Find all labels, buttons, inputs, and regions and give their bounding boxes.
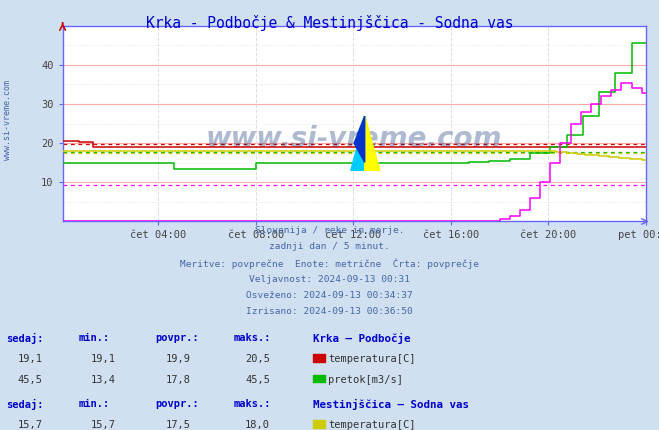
Text: povpr.:: povpr.: [155,333,198,343]
Text: 45,5: 45,5 [245,375,270,384]
Text: sedaj:: sedaj: [7,333,44,344]
Text: Veljavnost: 2024-09-13 00:31: Veljavnost: 2024-09-13 00:31 [249,275,410,284]
Text: temperatura[C]: temperatura[C] [328,354,416,364]
Text: 19,1: 19,1 [90,354,115,364]
Text: 19,9: 19,9 [166,354,191,364]
Text: maks.:: maks.: [234,333,272,343]
Polygon shape [364,116,380,171]
Text: Krka - Podbočje & Mestinjščica - Sodna vas: Krka - Podbočje & Mestinjščica - Sodna v… [146,15,513,31]
Text: Mestinjščica – Sodna vas: Mestinjščica – Sodna vas [313,399,469,410]
Text: Izrisano: 2024-09-13 00:36:50: Izrisano: 2024-09-13 00:36:50 [246,307,413,316]
Polygon shape [354,116,364,163]
Text: pretok[m3/s]: pretok[m3/s] [328,375,403,384]
Text: www.si-vreme.com: www.si-vreme.com [3,80,13,160]
Text: www.si-vreme.com: www.si-vreme.com [206,125,502,153]
Text: 20,5: 20,5 [245,354,270,364]
Text: 17,8: 17,8 [166,375,191,384]
Text: Slovenija / reke in morje.: Slovenija / reke in morje. [255,226,404,235]
Text: Osveženo: 2024-09-13 00:34:37: Osveženo: 2024-09-13 00:34:37 [246,291,413,300]
Text: 15,7: 15,7 [90,420,115,430]
Text: maks.:: maks.: [234,399,272,409]
Text: 15,7: 15,7 [18,420,43,430]
Text: povpr.:: povpr.: [155,399,198,409]
Text: sedaj:: sedaj: [7,399,44,410]
Text: 19,1: 19,1 [18,354,43,364]
Text: Meritve: povprečne  Enote: metrične  Črta: povprečje: Meritve: povprečne Enote: metrične Črta:… [180,258,479,269]
Text: 45,5: 45,5 [18,375,43,384]
Text: temperatura[C]: temperatura[C] [328,420,416,430]
Text: min.:: min.: [79,333,110,343]
Text: Krka – Podbočje: Krka – Podbočje [313,333,411,344]
Text: 18,0: 18,0 [245,420,270,430]
Text: zadnji dan / 5 minut.: zadnji dan / 5 minut. [269,242,390,251]
Text: min.:: min.: [79,399,110,409]
Text: 17,5: 17,5 [166,420,191,430]
Polygon shape [349,116,364,171]
Text: 13,4: 13,4 [90,375,115,384]
